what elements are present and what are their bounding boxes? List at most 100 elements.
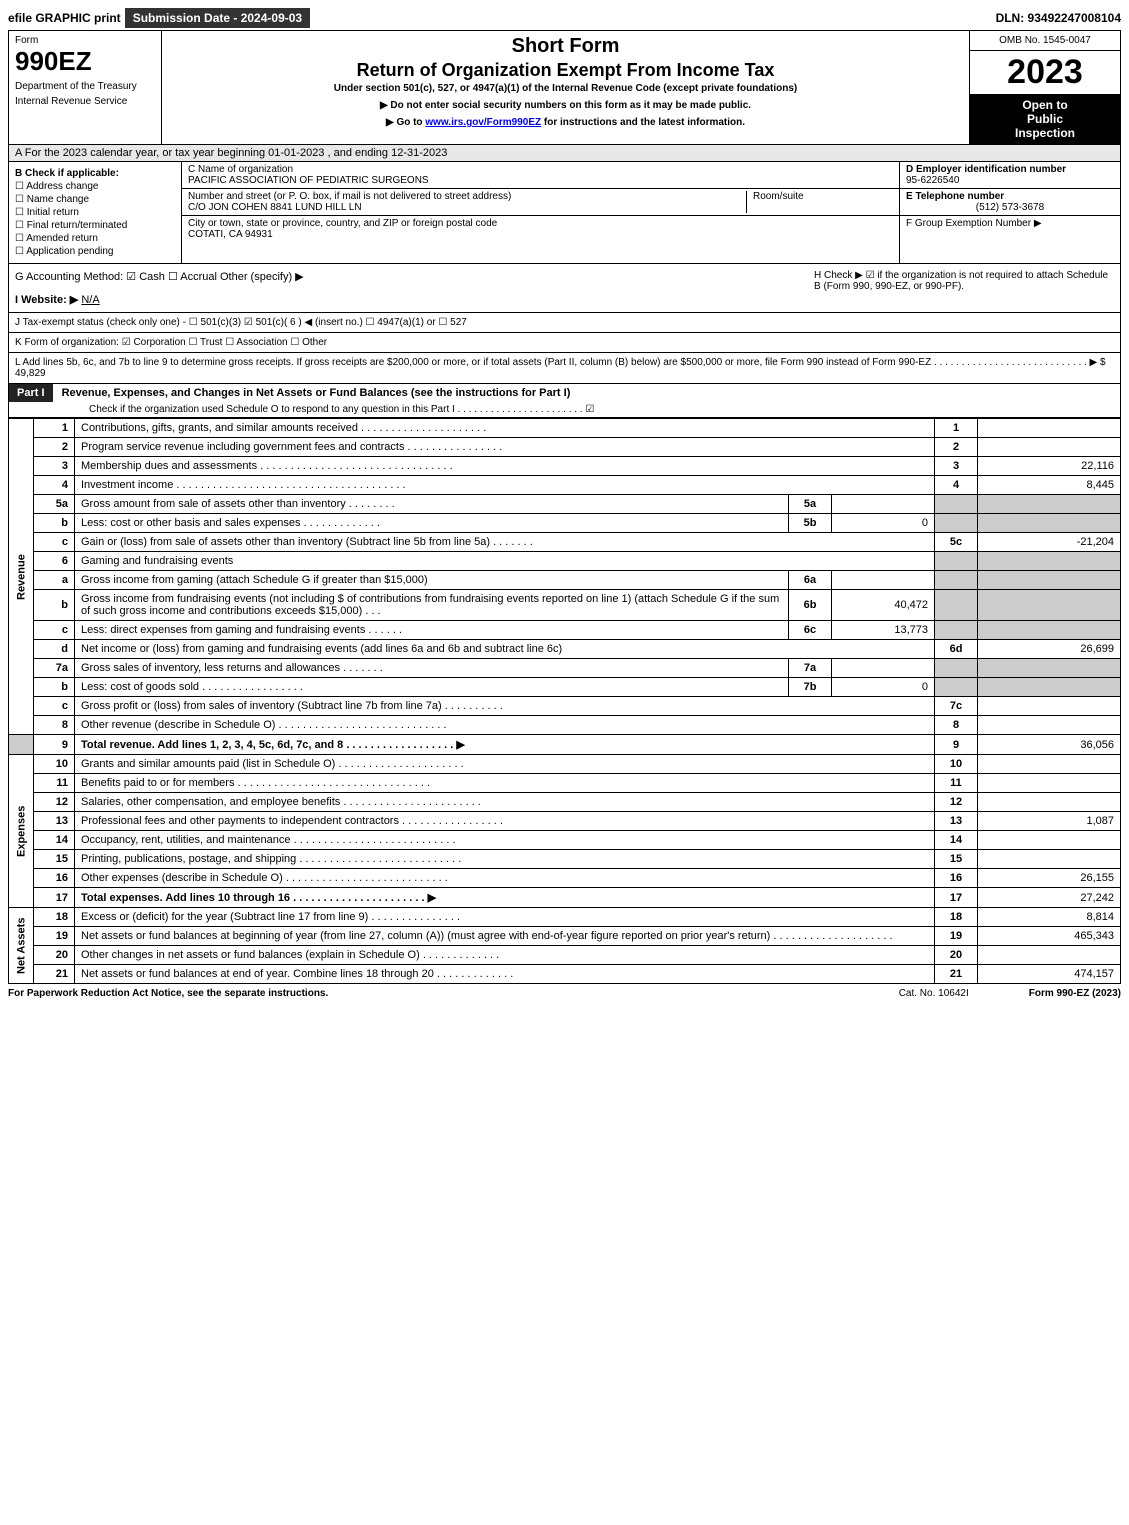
line-8: 8 Other revenue (describe in Schedule O)… [9, 716, 1121, 735]
line-20: 20 Other changes in net assets or fund b… [9, 946, 1121, 965]
side-expenses: Expenses [9, 755, 34, 908]
opt-initial-return: ☐ Initial return [15, 207, 175, 218]
dln-label: DLN: 93492247008104 [996, 11, 1121, 25]
header-left: Form 990EZ Department of the Treasury In… [9, 31, 162, 144]
section-d: D Employer identification number 95-6226… [900, 162, 1120, 189]
line-19: 19 Net assets or fund balances at beginn… [9, 927, 1121, 946]
inspection-2: Public [974, 112, 1116, 126]
line-3: 3 Membership dues and assessments . . . … [9, 457, 1121, 476]
instruction-ssn: ▶ Do not enter social security numbers o… [172, 100, 959, 111]
line-6b: b Gross income from fundraising events (… [9, 590, 1121, 621]
part1-header-row: Part I Revenue, Expenses, and Changes in… [8, 384, 1121, 418]
line-6d: d Net income or (loss) from gaming and f… [9, 640, 1121, 659]
section-e: E Telephone number (512) 573-3678 [900, 189, 1120, 216]
row-k: K Form of organization: ☑ Corporation ☐ … [8, 333, 1121, 353]
section-c: C Name of organization PACIFIC ASSOCIATI… [182, 162, 899, 263]
part1-check-note: Check if the organization used Schedule … [9, 402, 1120, 417]
line-6a: a Gross income from gaming (attach Sched… [9, 571, 1121, 590]
inspection-1: Open to [974, 98, 1116, 112]
section-f: F Group Exemption Number ▶ [900, 216, 1120, 231]
part1-title: Revenue, Expenses, and Changes in Net As… [56, 384, 577, 402]
line-16: 16 Other expenses (describe in Schedule … [9, 869, 1121, 888]
line-6c: c Less: direct expenses from gaming and … [9, 621, 1121, 640]
line-7a: 7a Gross sales of inventory, less return… [9, 659, 1121, 678]
form-label: Form [15, 35, 155, 46]
form-header: Form 990EZ Department of the Treasury In… [8, 30, 1121, 145]
city-label: City or town, state or province, country… [188, 218, 893, 229]
accounting-method: G Accounting Method: ☑ Cash ☐ Accrual Ot… [15, 270, 814, 283]
omb-number: OMB No. 1545-0047 [970, 31, 1120, 51]
line-5a: 5a Gross amount from sale of assets othe… [9, 495, 1121, 514]
footer-right: Form 990-EZ (2023) [1029, 988, 1121, 999]
line-2: 2 Program service revenue including gove… [9, 438, 1121, 457]
line-10: Expenses 10 Grants and similar amounts p… [9, 755, 1121, 774]
footer-left: For Paperwork Reduction Act Notice, see … [8, 988, 328, 999]
side-netassets: Net Assets [9, 908, 34, 984]
row-l: L Add lines 5b, 6c, and 7b to line 9 to … [8, 353, 1121, 384]
dept-irs: Internal Revenue Service [15, 96, 155, 107]
section-a: A For the 2023 calendar year, or tax yea… [8, 145, 1121, 162]
group-exemption-label: F Group Exemption Number ▶ [906, 218, 1114, 229]
line-14: 14 Occupancy, rent, utilities, and maint… [9, 831, 1121, 850]
submission-badge: Submission Date - 2024-09-03 [125, 8, 310, 28]
lines-table: Revenue 1 Contributions, gifts, grants, … [8, 418, 1121, 984]
side-revenue: Revenue [9, 419, 34, 735]
dept-treasury: Department of the Treasury [15, 81, 155, 92]
city-row: City or town, state or province, country… [182, 216, 899, 242]
line-17: 17 Total expenses. Add lines 10 through … [9, 888, 1121, 908]
header-center: Short Form Return of Organization Exempt… [162, 31, 970, 144]
street-row: Number and street (or P. O. box, if mail… [182, 189, 899, 216]
line-4: 4 Investment income . . . . . . . . . . … [9, 476, 1121, 495]
line-5c: c Gain or (loss) from sale of assets oth… [9, 533, 1121, 552]
opt-address-change: ☐ Address change [15, 181, 175, 192]
city-value: COTATI, CA 94931 [188, 229, 893, 240]
opt-final-return: ☐ Final return/terminated [15, 220, 175, 231]
line-7c: c Gross profit or (loss) from sales of i… [9, 697, 1121, 716]
line-18: Net Assets 18 Excess or (deficit) for th… [9, 908, 1121, 927]
info-block: B Check if applicable: ☐ Address change … [8, 162, 1121, 264]
instr-post: for instructions and the latest informat… [541, 117, 745, 128]
section-b-label: B Check if applicable: [15, 168, 175, 179]
subtitle: Under section 501(c), 527, or 4947(a)(1)… [172, 83, 959, 94]
short-form-title: Short Form [172, 35, 959, 58]
footer: For Paperwork Reduction Act Notice, see … [8, 984, 1121, 1003]
opt-amended-return: ☐ Amended return [15, 233, 175, 244]
line-6: 6 Gaming and fundraising events [9, 552, 1121, 571]
opt-application-pending: ☐ Application pending [15, 246, 175, 257]
room-suite: Room/suite [746, 191, 893, 213]
line-12: 12 Salaries, other compensation, and emp… [9, 793, 1121, 812]
line-15: 15 Printing, publications, postage, and … [9, 850, 1121, 869]
efile-label: efile GRAPHIC print [8, 11, 121, 25]
row-i: I Website: ▶ N/A [15, 293, 814, 306]
org-name: PACIFIC ASSOCIATION OF PEDIATRIC SURGEON… [188, 175, 893, 186]
inspection-3: Inspection [974, 126, 1116, 140]
part1-badge: Part I [9, 384, 53, 402]
tax-year: 2023 [970, 51, 1120, 94]
ein-value: 95-6226540 [906, 175, 1114, 186]
return-title: Return of Organization Exempt From Incom… [172, 60, 959, 81]
line-9: 9 Total revenue. Add lines 1, 2, 3, 4, 5… [9, 735, 1121, 755]
row-h: H Check ▶ ☑ if the organization is not r… [814, 270, 1114, 306]
street-label: Number and street (or P. O. box, if mail… [188, 191, 746, 202]
info-right: D Employer identification number 95-6226… [899, 162, 1120, 263]
line-1: Revenue 1 Contributions, gifts, grants, … [9, 419, 1121, 438]
header-right: OMB No. 1545-0047 2023 Open to Public In… [970, 31, 1120, 144]
phone-value: (512) 573-3678 [906, 202, 1114, 213]
form-number: 990EZ [15, 46, 155, 77]
instruction-link-row: ▶ Go to www.irs.gov/Form990EZ for instru… [172, 117, 959, 128]
website-value: N/A [81, 294, 99, 306]
line-11: 11 Benefits paid to or for members . . .… [9, 774, 1121, 793]
row-j: J Tax-exempt status (check only one) - ☐… [8, 313, 1121, 333]
row-g-h: G Accounting Method: ☑ Cash ☐ Accrual Ot… [8, 264, 1121, 313]
line-21: 21 Net assets or fund balances at end of… [9, 965, 1121, 984]
irs-link[interactable]: www.irs.gov/Form990EZ [425, 117, 541, 128]
row-g: G Accounting Method: ☑ Cash ☐ Accrual Ot… [15, 270, 814, 306]
ein-label: D Employer identification number [906, 164, 1114, 175]
footer-mid: Cat. No. 10642I [899, 988, 969, 999]
line-13: 13 Professional fees and other payments … [9, 812, 1121, 831]
street-value: C/O JON COHEN 8841 LUND HILL LN [188, 202, 746, 213]
line-5b: b Less: cost or other basis and sales ex… [9, 514, 1121, 533]
org-name-row: C Name of organization PACIFIC ASSOCIATI… [182, 162, 899, 189]
instr-pre: ▶ Go to [386, 117, 425, 128]
top-bar: efile GRAPHIC print Submission Date - 20… [8, 8, 1121, 28]
